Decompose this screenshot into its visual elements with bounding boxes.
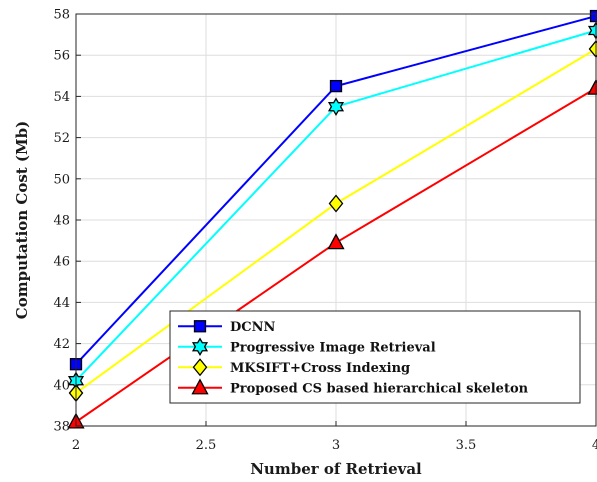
x-tick-label: 3.5: [456, 438, 477, 453]
y-tick-label: 56: [53, 49, 70, 64]
x-axis-title: Number of Retrieval: [250, 460, 422, 478]
y-axis-title: Computation Cost (Mb): [13, 121, 31, 319]
y-tick-label: 42: [53, 337, 70, 352]
y-tick-label: 38: [53, 420, 70, 435]
y-tick-label: 58: [53, 8, 70, 23]
legend-label-3: Proposed CS based hierarchical skeleton: [230, 381, 529, 396]
legend-marker-0: [195, 321, 206, 332]
x-tick-label: 2.5: [196, 438, 217, 453]
legend-label-0: DCNN: [230, 320, 276, 335]
legend: DCNN Progressive Image Retrieval MKSIFT+Cr…: [170, 311, 580, 403]
y-tick-label: 44: [53, 296, 70, 311]
legend-label-1: Progressive Image Retrieval: [230, 340, 436, 355]
x-tick-label: 4: [592, 438, 597, 453]
data-point-0-1: [331, 81, 342, 92]
y-tick-label: 40: [53, 378, 70, 393]
y-tick-label: 46: [53, 255, 70, 270]
x-tick-label: 3: [332, 438, 340, 453]
y-tick-label: 54: [53, 90, 70, 105]
y-tick-label: 48: [53, 214, 70, 229]
legend-label-2: MKSIFT+Cross Indexing: [230, 361, 410, 376]
x-tick-label: 2: [72, 438, 80, 453]
y-tick-label: 52: [53, 131, 70, 146]
y-tick-label: 50: [53, 172, 70, 187]
